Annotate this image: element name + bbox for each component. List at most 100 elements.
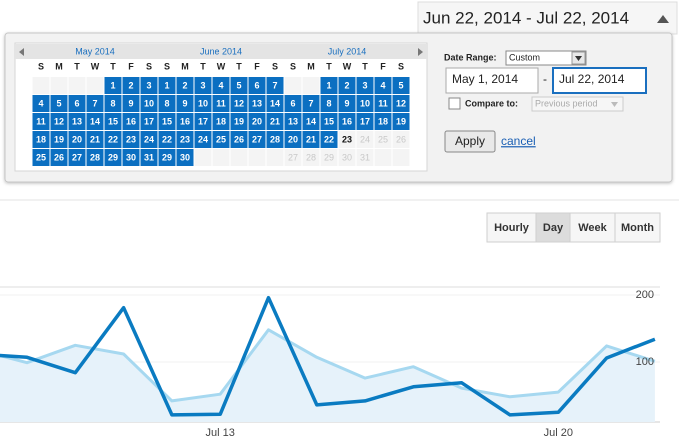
day-number[interactable]: 19 — [234, 116, 244, 126]
day-number[interactable]: 10 — [198, 98, 208, 108]
day-number[interactable]: 7 — [92, 98, 97, 108]
day-cell[interactable] — [320, 113, 338, 130]
day-cell[interactable] — [302, 113, 320, 130]
day-cell[interactable] — [374, 131, 392, 148]
day-cell[interactable] — [176, 131, 194, 148]
day-cell[interactable] — [302, 131, 320, 148]
day-cell[interactable] — [356, 113, 374, 130]
day-cell[interactable] — [338, 77, 356, 94]
day-number[interactable]: 9 — [344, 98, 349, 108]
day-number[interactable]: 29 — [162, 152, 172, 162]
day-cell[interactable] — [104, 95, 122, 112]
day-cell[interactable] — [122, 149, 140, 166]
day-number[interactable]: 22 — [162, 134, 172, 144]
day-number[interactable]: 16 — [180, 116, 190, 126]
day-number[interactable]: 28 — [90, 152, 100, 162]
range-type[interactable]: Custom — [509, 52, 540, 62]
day-cell[interactable] — [32, 131, 50, 148]
day-number[interactable]: 11 — [216, 98, 226, 108]
day-cell[interactable] — [194, 77, 212, 94]
day-number[interactable]: 20 — [252, 116, 262, 126]
day-cell[interactable] — [140, 131, 158, 148]
day-cell[interactable] — [158, 95, 176, 112]
day-cell[interactable] — [302, 95, 320, 112]
day-number[interactable]: 23 — [126, 134, 136, 144]
day-number[interactable]: 12 — [54, 116, 64, 126]
day-number[interactable]: 21 — [306, 134, 316, 144]
day-cell[interactable] — [266, 95, 284, 112]
day-number[interactable]: 25 — [378, 134, 388, 144]
day-cell[interactable] — [230, 113, 248, 130]
day-number[interactable]: 11 — [36, 116, 46, 126]
day-cell[interactable] — [320, 95, 338, 112]
day-cell[interactable] — [140, 149, 158, 166]
day-cell[interactable] — [158, 131, 176, 148]
day-number[interactable]: 14 — [270, 98, 280, 108]
day-number[interactable]: 20 — [288, 134, 298, 144]
day-number[interactable]: 27 — [252, 134, 262, 144]
day-cell[interactable] — [194, 131, 212, 148]
day-number[interactable]: 3 — [200, 80, 205, 90]
day-number[interactable]: 27 — [72, 152, 82, 162]
day-cell[interactable] — [392, 131, 410, 148]
day-cell[interactable] — [284, 95, 302, 112]
day-number[interactable]: 25 — [216, 134, 226, 144]
day-cell[interactable] — [104, 149, 122, 166]
day-cell[interactable] — [122, 95, 140, 112]
day-number[interactable]: 17 — [360, 116, 370, 126]
day-cell[interactable] — [32, 95, 50, 112]
day-number[interactable]: 16 — [342, 116, 352, 126]
day-cell[interactable] — [230, 77, 248, 94]
day-number[interactable]: 5 — [236, 80, 241, 90]
day-number[interactable]: 5 — [398, 80, 403, 90]
day-cell[interactable] — [50, 131, 68, 148]
day-cell[interactable] — [356, 149, 374, 166]
day-number[interactable]: 12 — [234, 98, 244, 108]
interval-button[interactable] — [614, 212, 661, 243]
dropdown-arrow[interactable] — [657, 15, 669, 23]
day-number[interactable]: 27 — [288, 152, 298, 162]
interval-label[interactable]: Week — [578, 222, 607, 234]
day-cell[interactable] — [50, 95, 68, 112]
interval-label[interactable]: Day — [543, 222, 564, 234]
day-cell[interactable] — [212, 113, 230, 130]
end-date[interactable]: Jul 22, 2014 — [559, 72, 625, 86]
day-cell[interactable] — [32, 149, 50, 166]
day-cell[interactable] — [374, 113, 392, 130]
day-cell[interactable] — [158, 113, 176, 130]
day-cell[interactable] — [176, 149, 194, 166]
day-cell[interactable] — [86, 149, 104, 166]
day-cell[interactable] — [86, 113, 104, 130]
day-cell[interactable] — [50, 113, 68, 130]
day-cell[interactable] — [230, 131, 248, 148]
day-cell[interactable] — [158, 149, 176, 166]
day-cell[interactable] — [176, 77, 194, 94]
range-select[interactable] — [505, 50, 587, 66]
day-number[interactable]: 21 — [270, 116, 280, 126]
day-cell[interactable] — [194, 95, 212, 112]
day-number[interactable]: 12 — [396, 98, 406, 108]
prev-arrow[interactable] — [19, 48, 24, 56]
end-input[interactable] — [552, 67, 647, 94]
day-number[interactable]: 6 — [290, 98, 295, 108]
day-cell[interactable] — [338, 95, 356, 112]
apply-label[interactable]: Apply — [455, 134, 485, 148]
day-cell[interactable] — [266, 77, 284, 94]
day-number[interactable]: 18 — [216, 116, 226, 126]
day-cell[interactable] — [392, 113, 410, 130]
day-number[interactable]: 10 — [360, 98, 370, 108]
day-number[interactable]: 8 — [326, 98, 331, 108]
day-number[interactable]: 30 — [126, 152, 136, 162]
day-number[interactable]: 25 — [36, 152, 46, 162]
day-cell[interactable] — [230, 95, 248, 112]
day-number[interactable]: 24 — [144, 134, 154, 144]
day-number[interactable]: 1 — [326, 80, 331, 90]
day-cell[interactable] — [392, 95, 410, 112]
day-number[interactable]: 14 — [90, 116, 100, 126]
day-number[interactable]: 15 — [162, 116, 172, 126]
day-cell[interactable] — [392, 77, 410, 94]
day-number[interactable]: 5 — [56, 98, 61, 108]
day-number[interactable]: 6 — [74, 98, 79, 108]
day-cell[interactable] — [302, 149, 320, 166]
day-number[interactable]: 7 — [308, 98, 313, 108]
